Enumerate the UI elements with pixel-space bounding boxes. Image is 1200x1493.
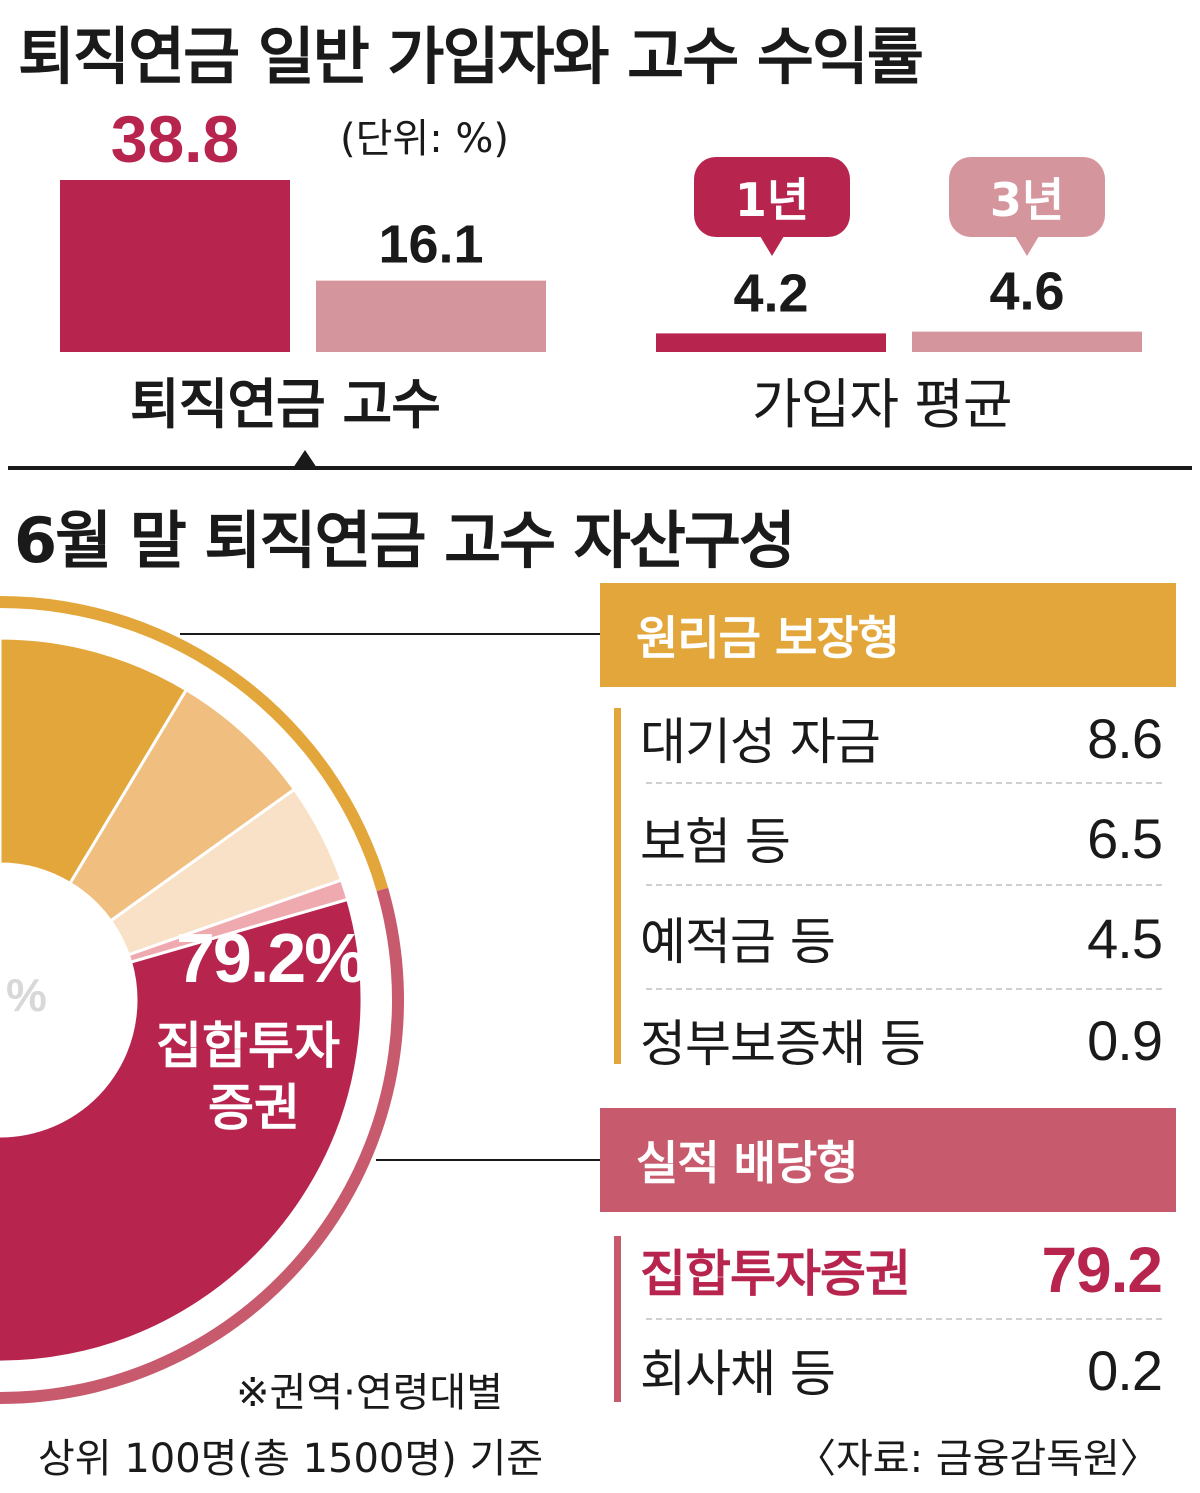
bar-value-label: 4.6	[989, 262, 1064, 322]
item-value: 6.5	[1087, 806, 1163, 870]
item-value: 0.9	[1087, 1008, 1163, 1072]
row-divider	[646, 884, 1162, 886]
bar-average-3y	[912, 331, 1142, 352]
bar-value-label: 16.1	[378, 215, 483, 275]
guaranteed-title-text: 원리금 보장형	[636, 611, 900, 665]
bar-value-label: 38.8	[111, 102, 239, 176]
item-value: 79.2	[1041, 1234, 1163, 1306]
donut-slice	[0, 636, 189, 886]
row-divider	[646, 1318, 1162, 1320]
list-item: 정부보증채 등 0.9	[640, 992, 1163, 1088]
footnote-line2: 상위 100명(총 1500명) 기준	[38, 1436, 544, 1482]
bubble-1y: 1년	[694, 157, 850, 237]
item-label: 대기성 자금	[640, 713, 881, 771]
donut-center-fragment: %	[6, 969, 47, 1021]
guaranteed-box-title: 원리금 보장형	[600, 583, 1176, 687]
bubble-1y-tail-icon	[760, 236, 784, 256]
item-label: 보험 등	[640, 813, 791, 871]
returns-bar-chart: 38.8 4.2 16.1 4.6	[8, 102, 1192, 470]
asset-donut-chart	[0, 596, 404, 1404]
donut-name-line1: 집합투자	[156, 1017, 340, 1075]
item-value: 4.5	[1087, 906, 1163, 970]
item-label: 집합투자증권	[640, 1245, 911, 1303]
bar-expert-1y	[60, 180, 290, 352]
top-title: 퇴직연금 일반 가입자와 고수 수익률	[18, 20, 924, 93]
item-label: 정부보증채 등	[640, 1015, 926, 1073]
connector-line-guaranteed	[180, 633, 600, 635]
connector-line-performance	[376, 1159, 600, 1161]
row-divider	[646, 988, 1162, 990]
item-label: 예적금 등	[640, 913, 836, 971]
expert-category-label: 퇴직연금 고수	[130, 373, 441, 436]
item-value: 8.6	[1087, 706, 1163, 770]
list-item: 대기성 자금 8.6	[640, 690, 1163, 786]
list-item-highlight: 집합투자증권 79.2	[640, 1222, 1163, 1318]
item-value: 0.2	[1087, 1338, 1163, 1402]
item-label: 회사채 등	[640, 1345, 836, 1403]
bubble-3y-label: 3년	[989, 173, 1065, 227]
bubble-3y-tail-icon	[1015, 236, 1039, 256]
list-item: 보험 등 6.5	[640, 790, 1163, 886]
list-item: 회사채 등 0.2	[640, 1322, 1163, 1418]
footnote-line1: ※권역·연령대별	[236, 1370, 504, 1416]
bars-group: 38.8 4.2 16.1 4.6	[60, 102, 1142, 352]
performance-box-title: 실적 배당형	[600, 1108, 1176, 1212]
donut-name-line2: 증권	[208, 1079, 300, 1137]
donut-value-label: 79.2%	[176, 919, 366, 997]
source-label: 〈자료: 금융감독원〉	[796, 1436, 1160, 1482]
bar-expert-3y	[316, 280, 546, 352]
row-divider	[646, 782, 1162, 784]
bar-average-1y	[656, 333, 886, 352]
performance-accent-bar	[614, 1236, 621, 1402]
bar-value-label: 4.2	[733, 263, 808, 323]
unit-label: (단위: %)	[340, 116, 510, 162]
donut-group	[0, 596, 404, 1404]
outer-ring-guaranteed	[0, 596, 389, 892]
donut-slice	[0, 897, 364, 1364]
list-item: 예적금 등 4.5	[640, 890, 1163, 986]
guaranteed-accent-bar	[614, 708, 621, 1064]
bottom-title: 6월 말 퇴직연금 고수 자산구성	[14, 504, 796, 577]
average-category-label: 가입자 평균	[752, 373, 1013, 436]
bubble-3y: 3년	[949, 157, 1105, 237]
performance-title-text: 실적 배당형	[636, 1136, 859, 1190]
bubble-1y-label: 1년	[734, 173, 810, 227]
pointer-arrow-icon	[293, 450, 317, 468]
